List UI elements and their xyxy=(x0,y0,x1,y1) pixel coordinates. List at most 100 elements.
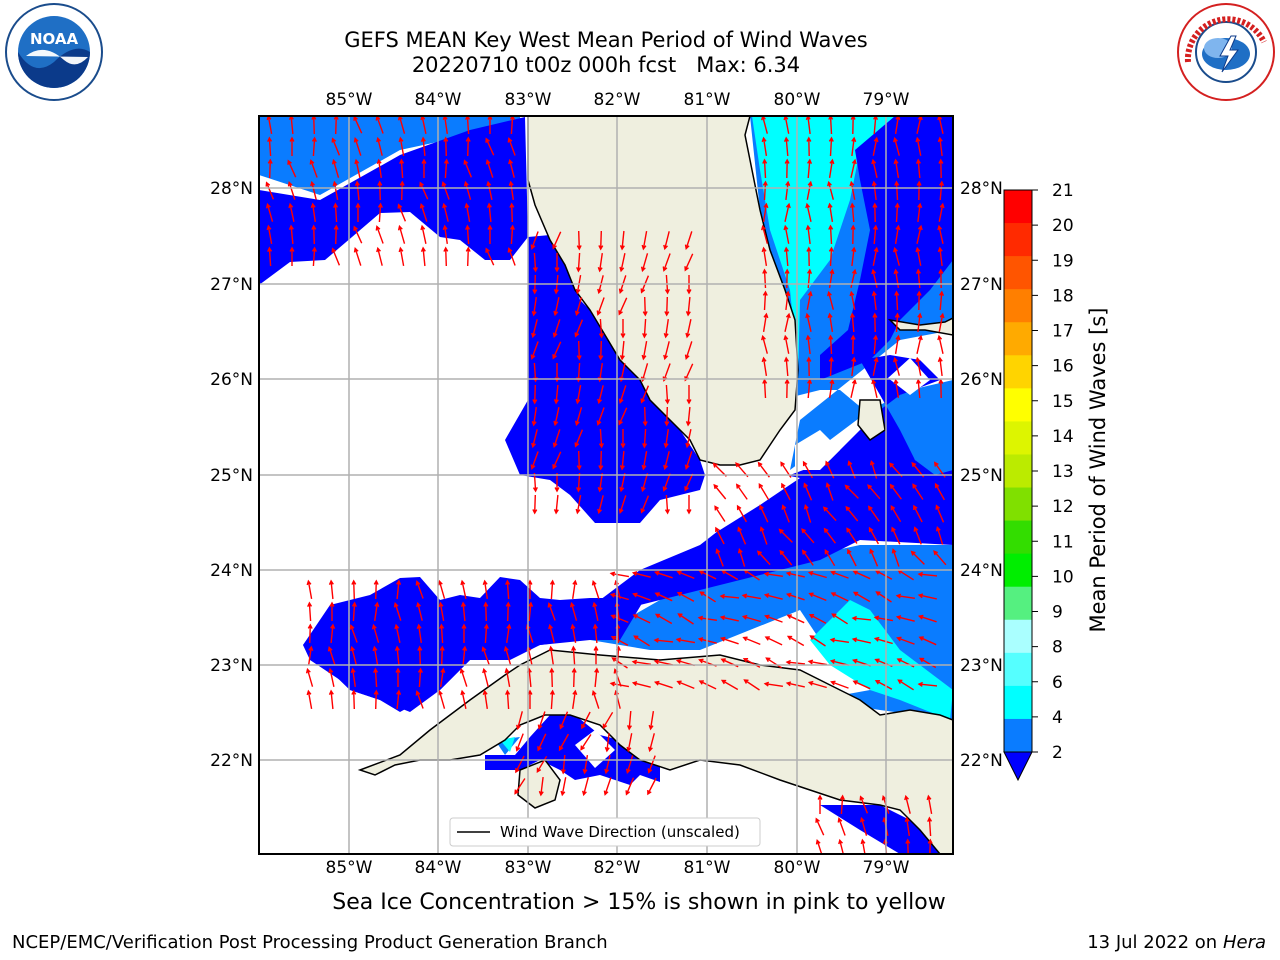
wind-wave-arrow xyxy=(504,667,511,688)
wind-wave-arrow xyxy=(620,319,626,339)
wind-wave-arrow xyxy=(309,159,318,178)
wind-wave-arrow xyxy=(917,681,938,687)
wind-wave-arrow xyxy=(763,593,783,600)
wind-wave-arrow xyxy=(377,202,383,223)
lat-tick-left: 27°N xyxy=(210,275,253,295)
wind-wave-arrow xyxy=(851,356,857,376)
wind-wave-arrow xyxy=(915,246,922,266)
wind-wave-arrow xyxy=(549,579,555,600)
wind-wave-arrow xyxy=(849,180,856,200)
wind-wave-arrow xyxy=(849,312,855,333)
wind-wave-arrow xyxy=(778,528,793,543)
wind-wave-arrow xyxy=(762,202,769,223)
wind-wave-arrow xyxy=(267,246,273,267)
colorbar-segment xyxy=(1004,586,1032,621)
wind-wave-arrow xyxy=(785,681,805,688)
wind-wave-arrow xyxy=(663,428,669,449)
wind-wave-arrow xyxy=(685,319,692,339)
wind-wave-arrow xyxy=(894,224,901,245)
wind-wave-arrow xyxy=(845,505,859,522)
wind-wave-arrow xyxy=(807,570,827,579)
bahamas-north xyxy=(887,317,953,336)
wind-wave-arrow xyxy=(938,202,945,222)
wind-wave-arrow xyxy=(852,570,871,580)
wind-wave-arrow xyxy=(684,451,693,471)
colorbar-segment xyxy=(1004,223,1032,257)
wind-wave-arrow xyxy=(332,180,339,201)
wind-wave-arrow xyxy=(807,378,813,399)
wind-wave-arrow xyxy=(803,503,812,523)
wind-wave-arrow xyxy=(785,290,791,310)
wind-wave-arrow xyxy=(764,636,783,646)
wind-wave-arrow xyxy=(552,429,561,449)
wind-wave-arrow xyxy=(783,224,790,244)
wind-wave-arrow xyxy=(785,659,806,665)
wind-wave-arrow xyxy=(828,268,835,289)
lon-tick-bottom: 84°W xyxy=(415,858,462,878)
wind-wave-arrow xyxy=(641,230,648,251)
wind-wave-arrow xyxy=(859,795,869,814)
wind-wave-arrow xyxy=(823,527,836,544)
wind-wave-arrow xyxy=(287,180,296,200)
wind-wave-arrow xyxy=(910,550,925,565)
wind-wave-arrow xyxy=(265,181,275,200)
colorbar-tick-label: 18 xyxy=(1052,286,1074,306)
wind-wave-arrow xyxy=(781,504,790,523)
wind-wave-arrow xyxy=(784,158,790,179)
wind-wave-arrow xyxy=(598,340,604,361)
wind-wave-arrow xyxy=(918,636,937,646)
wind-wave-arrow xyxy=(310,202,316,223)
wind-wave-arrow xyxy=(686,385,692,405)
wind-wave-arrow xyxy=(420,246,426,267)
wind-wave-arrow xyxy=(872,246,879,266)
wind-wave-arrow xyxy=(642,296,648,317)
wind-wave-arrow xyxy=(916,334,923,354)
wind-wave-arrow xyxy=(576,450,582,471)
wind-wave-arrow xyxy=(648,710,655,731)
wind-wave-arrow xyxy=(761,334,768,354)
wind-wave-arrow xyxy=(808,592,827,602)
map-frame xyxy=(258,115,954,855)
wind-wave-arrow xyxy=(784,202,791,222)
wind-wave-arrow xyxy=(642,428,648,449)
wind-wave-arrow xyxy=(830,570,849,579)
wind-wave-arrow xyxy=(828,334,834,355)
wind-wave-arrow xyxy=(827,180,834,200)
colorbar-segment xyxy=(1004,256,1032,290)
wind-wave-arrow xyxy=(938,268,944,289)
wind-wave-arrow xyxy=(483,623,489,644)
graticule xyxy=(259,116,953,854)
colorbar-tick-label: 20 xyxy=(1052,216,1074,236)
lon-tick-top: 79°W xyxy=(863,90,910,110)
wind-wave-arrow xyxy=(532,384,538,405)
wind-wave-arrow xyxy=(515,733,524,752)
wind-wave-arrow xyxy=(663,318,669,339)
wind-wave-arrow xyxy=(353,136,362,156)
map-area xyxy=(259,116,953,854)
wind-wave-arrow xyxy=(762,378,768,399)
lat-tick-right: 22°N xyxy=(960,751,1003,771)
wind-wave-arrow xyxy=(828,116,834,135)
wind-wave-arrow xyxy=(915,378,921,399)
colorbar-segment xyxy=(1004,355,1032,389)
colorbar-tick-label: 11 xyxy=(1052,532,1074,552)
wind-wave-arrow xyxy=(815,817,825,836)
wind-wave-arrow xyxy=(485,247,495,266)
wind-wave-arrow xyxy=(828,136,834,157)
wind-wave-arrow xyxy=(785,180,791,200)
wind-wave-arrow xyxy=(306,579,313,600)
wind-wave-arrow xyxy=(506,623,512,644)
wind-wave-arrow xyxy=(904,794,911,814)
wind-wave-arrow xyxy=(549,667,555,688)
wind-wave-arrow xyxy=(311,136,317,157)
wind-wave-arrow xyxy=(618,297,628,316)
wind-wave-arrow xyxy=(311,246,317,267)
wind-wave-arrow xyxy=(937,246,943,266)
colorbar-tick-label: 19 xyxy=(1052,251,1074,271)
wind-wave-arrow xyxy=(574,429,584,448)
wind-wave-arrow xyxy=(850,224,856,245)
wind-wave-arrow xyxy=(844,484,859,499)
wind-wave-arrow xyxy=(442,224,448,245)
wind-wave-arrow xyxy=(806,246,812,267)
wind-wave-arrow xyxy=(374,601,380,622)
